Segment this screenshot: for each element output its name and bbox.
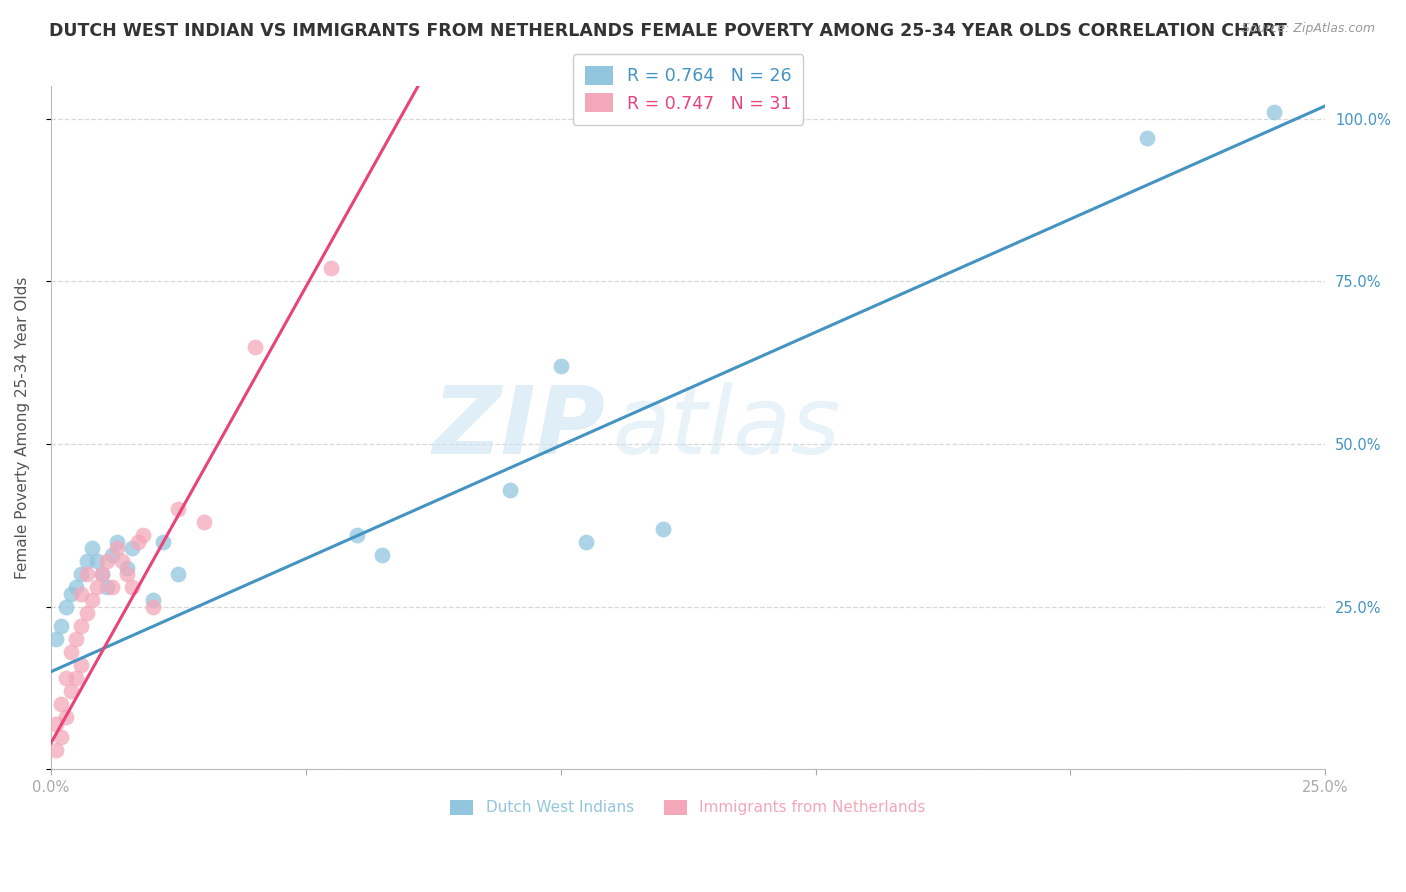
Point [167, 567, 190, 582]
Point [60, 645, 83, 659]
Point [65, 632, 87, 647]
Point [45, 632, 67, 647]
Point [117, 560, 139, 574]
Point [90, 567, 112, 582]
Point [550, 359, 572, 373]
Point [70, 658, 93, 673]
Point [55, 671, 77, 685]
Point [45, 716, 67, 731]
Point [80, 541, 103, 556]
Point [70, 587, 93, 601]
Point [76, 606, 98, 620]
Point [55, 599, 77, 614]
Point [127, 534, 149, 549]
Point [105, 534, 128, 549]
Point [142, 599, 165, 614]
Point [55, 710, 77, 724]
Point [575, 534, 598, 549]
Point [111, 554, 134, 568]
Point [121, 541, 143, 556]
Point [193, 515, 215, 529]
Point [101, 580, 124, 594]
Point [1263, 105, 1285, 120]
Point [70, 619, 93, 633]
Point [167, 502, 190, 516]
Point [45, 743, 67, 757]
Point [76, 554, 98, 568]
Point [60, 684, 83, 698]
Point [101, 548, 124, 562]
Legend: Dutch West Indians, Immigrants from Netherlands: Dutch West Indians, Immigrants from Neth… [443, 792, 934, 823]
Point [90, 567, 112, 582]
Point [243, 339, 266, 353]
Point [49, 698, 72, 712]
Point [65, 580, 87, 594]
Point [80, 593, 103, 607]
Point [1136, 131, 1159, 145]
Point [121, 580, 143, 594]
Point [346, 528, 368, 542]
Point [371, 548, 394, 562]
Point [65, 671, 87, 685]
Point [96, 580, 118, 594]
Point [70, 567, 93, 582]
Point [142, 593, 165, 607]
Point [117, 567, 139, 582]
Point [105, 541, 128, 556]
Text: ZIP: ZIP [433, 382, 605, 474]
Text: DUTCH WEST INDIAN VS IMMIGRANTS FROM NETHERLANDS FEMALE POVERTY AMONG 25-34 YEAR: DUTCH WEST INDIAN VS IMMIGRANTS FROM NET… [49, 22, 1286, 40]
Text: atlas: atlas [612, 383, 839, 474]
Point [86, 580, 108, 594]
Point [49, 730, 72, 744]
Point [86, 554, 108, 568]
Point [96, 554, 118, 568]
Point [76, 567, 98, 582]
Text: Source: ZipAtlas.com: Source: ZipAtlas.com [1241, 22, 1375, 36]
Point [321, 261, 343, 276]
Point [60, 587, 83, 601]
Point [152, 534, 174, 549]
Point [651, 522, 673, 536]
Point [499, 483, 522, 497]
Point [49, 619, 72, 633]
Y-axis label: Female Poverty Among 25-34 Year Olds: Female Poverty Among 25-34 Year Olds [15, 277, 30, 579]
Point [131, 528, 153, 542]
